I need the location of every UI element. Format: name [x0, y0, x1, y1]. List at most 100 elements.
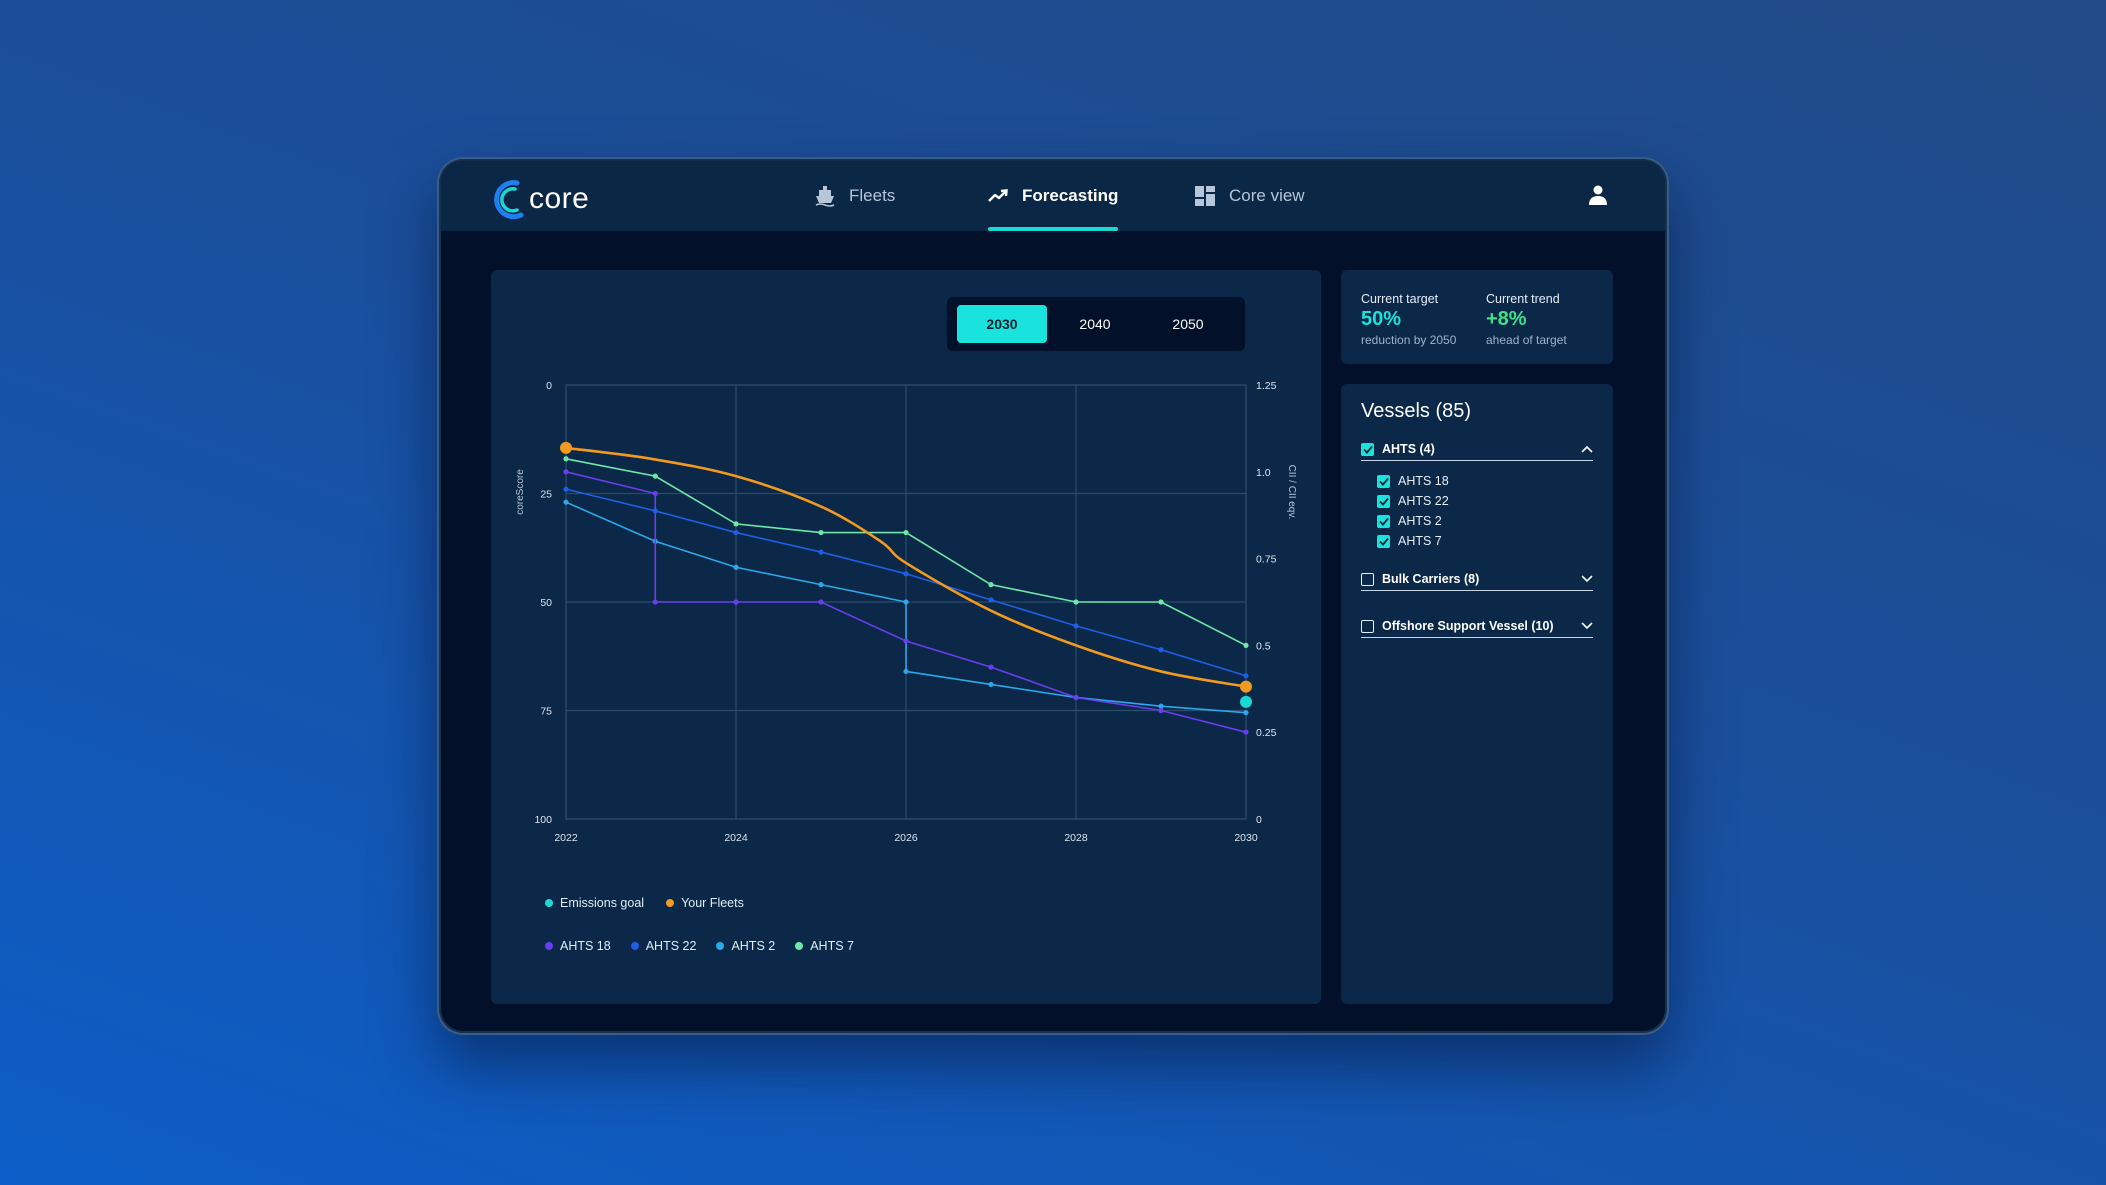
your-fleets-start-point — [560, 441, 572, 454]
vessels-panel: Vessels (85) AHTS (4) AHTS 18 AHTS 22 — [1341, 384, 1613, 1004]
nav-fleets[interactable]: Fleets — [815, 161, 895, 231]
stat-sub: reduction by 2050 — [1361, 333, 1457, 347]
chart-legend-vessels: AHTS 18 AHTS 22 AHTS 2 AHTS 7 — [545, 939, 854, 953]
chevron-down-icon[interactable] — [1581, 622, 1593, 630]
ahts-2-point — [988, 681, 994, 688]
group-offshore-support-vessel[interactable]: Offshore Support Vessel (10) — [1361, 615, 1593, 638]
legend-dot — [630, 942, 639, 950]
ahts-7-point — [818, 529, 824, 536]
chart-legend-primary: Emissions goal Your Fleets — [545, 896, 744, 910]
legend-your-fleets[interactable]: Your Fleets — [666, 896, 744, 910]
vessel-label: AHTS 2 — [1398, 514, 1442, 528]
nav-forecasting-label: Forecasting — [1022, 186, 1119, 205]
group-ahts[interactable]: AHTS (4) — [1361, 438, 1593, 461]
stat-value: 50% — [1361, 308, 1402, 330]
vessel-checkbox[interactable] — [1377, 534, 1390, 548]
ahts-2-point — [733, 564, 739, 570]
checkmark-icon — [1378, 497, 1389, 506]
ahts-18-point — [652, 490, 658, 497]
nav-core-view[interactable]: Core view — [1195, 161, 1305, 231]
trending-up-icon — [988, 189, 1008, 202]
stat-label: Current trend — [1486, 292, 1560, 306]
user-account-button[interactable] — [1589, 185, 1607, 210]
toggle-2050[interactable]: 2050 — [1172, 316, 1204, 332]
y-tick-label: 25 — [540, 489, 552, 501]
ahts-7-point — [733, 521, 739, 527]
legend-ahts-18[interactable]: AHTS 18 — [545, 939, 611, 953]
group-checkbox[interactable] — [1361, 619, 1374, 633]
ahts-22-point — [652, 508, 658, 514]
vessel-label: AHTS 18 — [1398, 474, 1449, 488]
forecast-chart-card: 2030 2040 2050 2022 2024 2026 2028 2030 0 25 50… — [491, 270, 1321, 1004]
target-summary-card: Current target 50% reduction by 2050 Cur… — [1341, 270, 1613, 364]
x-tick-label: 2022 — [554, 832, 578, 844]
vessel-item-ahts-2[interactable]: AHTS 2 — [1377, 513, 1442, 529]
ahts-7-point — [903, 529, 909, 536]
ahts-22-point — [1158, 647, 1164, 653]
horizon-toggle: 2030 2040 2050 — [947, 297, 1245, 351]
stat-sub: ahead of target — [1486, 333, 1567, 347]
legend-dot — [545, 942, 553, 950]
user-icon — [1589, 185, 1607, 205]
current-target-stat: Current target 50% reduction by 2050 — [1361, 292, 1456, 347]
vessel-item-ahts-22[interactable]: AHTS 22 — [1377, 493, 1449, 509]
chevron-up-icon[interactable] — [1581, 445, 1593, 453]
ahts-2-point — [1158, 703, 1164, 709]
ahts-22-point — [903, 571, 909, 577]
nav-core-view-label: Core view — [1229, 186, 1305, 205]
ahts-2-point — [563, 499, 569, 505]
stat-value: +8% — [1486, 308, 1527, 330]
legend-emissions-goal[interactable]: Emissions goal — [545, 896, 644, 910]
ahts-18-point — [1073, 694, 1079, 701]
ahts-22-point — [818, 549, 824, 555]
ahts-2-point — [1243, 710, 1249, 716]
vessel-item-ahts-18[interactable]: AHTS 18 — [1377, 473, 1449, 489]
legend-dot — [666, 899, 675, 907]
vessel-label: AHTS 7 — [1398, 534, 1442, 548]
group-bulk-carriers[interactable]: Bulk Carriers (8) — [1361, 568, 1593, 591]
top-navigation-bar: core Fleets Forecasting — [441, 161, 1665, 231]
your-fleets-line — [565, 446, 1247, 688]
x-tick-label: 2030 — [1234, 832, 1258, 844]
ahts-18-point — [733, 599, 739, 605]
ahts-18-point — [988, 664, 994, 670]
chart-ticks: 2022 2024 2026 2028 2030 0 25 50 75 100 1.25 1.0 0.7… — [534, 380, 1276, 844]
nav-fleets-label: Fleets — [849, 186, 896, 205]
ahts-22-point — [1073, 623, 1079, 629]
vessel-checkbox[interactable] — [1377, 514, 1390, 528]
ahts-18-point — [903, 638, 909, 644]
ahts-18-line — [565, 471, 1247, 733]
chart-series — [560, 441, 1252, 735]
toggle-2040[interactable]: 2040 — [1079, 316, 1111, 332]
group-checkbox[interactable] — [1361, 442, 1374, 456]
vessel-checkbox[interactable] — [1377, 494, 1390, 508]
y-tick-label: 0 — [546, 380, 552, 392]
y-tick-label: 100 — [534, 814, 552, 826]
forecast-line-chart: 2022 2024 2026 2028 2030 0 25 50 75 100 1.25 1.0 0.7… — [515, 380, 1297, 844]
vessel-label: AHTS 22 — [1398, 494, 1449, 508]
checkmark-icon — [1362, 445, 1373, 454]
legend-dot — [716, 942, 725, 950]
core-logo[interactable]: core — [491, 177, 589, 221]
group-checkbox[interactable] — [1361, 572, 1374, 586]
vessel-item-ahts-7[interactable]: AHTS 7 — [1377, 533, 1442, 549]
vessel-checkbox[interactable] — [1377, 474, 1390, 488]
ahts-18-point — [652, 599, 658, 605]
legend-ahts-2[interactable]: AHTS 2 — [716, 939, 775, 953]
emissions-goal-point — [1240, 695, 1252, 708]
legend-dot — [545, 899, 553, 907]
logo-text: core — [529, 182, 590, 215]
y2-tick-label: 0.5 — [1256, 640, 1271, 652]
nav-forecasting[interactable]: Forecasting — [988, 161, 1119, 231]
ahts-7-point — [1073, 599, 1079, 605]
ahts-22-point — [563, 486, 569, 492]
toggle-2030[interactable]: 2030 — [957, 305, 1047, 343]
current-trend-stat: Current trend +8% ahead of target — [1486, 292, 1567, 347]
checkmark-icon — [1378, 537, 1389, 546]
chevron-down-icon[interactable] — [1581, 575, 1593, 583]
legend-label: Your Fleets — [681, 896, 744, 910]
legend-ahts-7[interactable]: AHTS 7 — [795, 939, 854, 953]
legend-label: AHTS 2 — [731, 939, 776, 953]
legend-ahts-22[interactable]: AHTS 22 — [630, 939, 696, 953]
ahts-2-point — [903, 668, 909, 675]
